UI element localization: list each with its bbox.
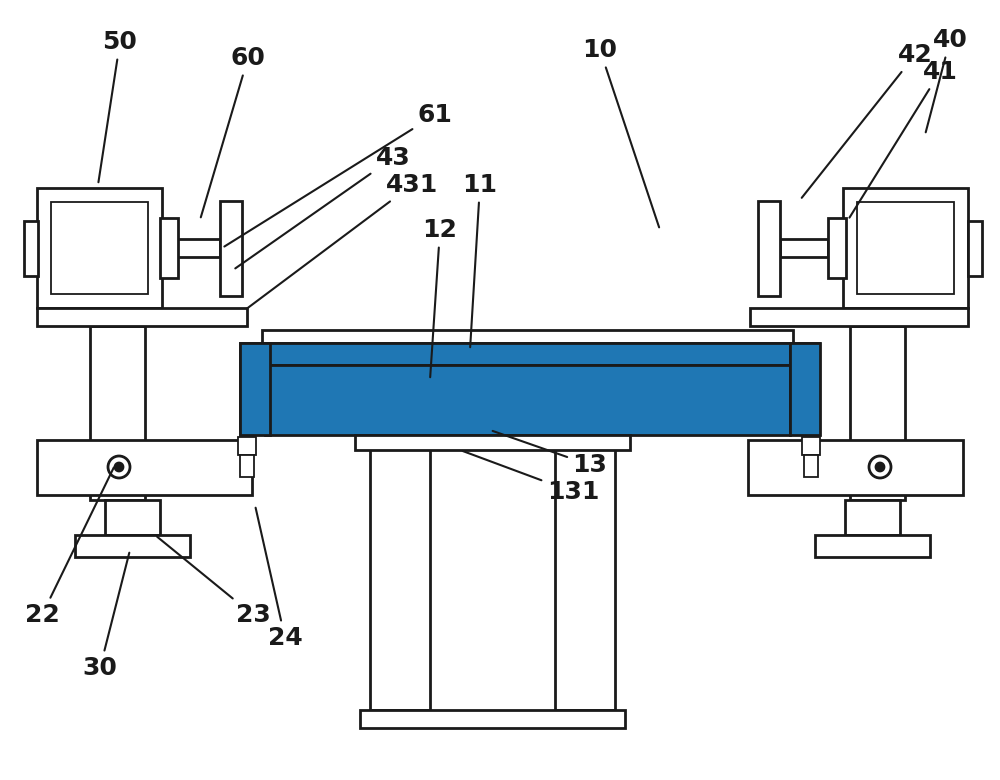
- Bar: [90, 326, 145, 500]
- Text: 13: 13: [493, 431, 607, 477]
- Bar: [51, 202, 148, 294]
- Circle shape: [869, 456, 891, 478]
- Text: 24: 24: [256, 508, 302, 650]
- Bar: [857, 202, 954, 294]
- Bar: [968, 221, 982, 276]
- Bar: [238, 437, 256, 455]
- Bar: [160, 218, 178, 278]
- Bar: [240, 343, 270, 435]
- Text: 431: 431: [247, 173, 438, 308]
- Bar: [265, 343, 790, 365]
- Bar: [24, 221, 38, 276]
- Circle shape: [108, 456, 130, 478]
- Text: 30: 30: [83, 553, 129, 680]
- Bar: [370, 447, 430, 710]
- Bar: [815, 535, 930, 557]
- Bar: [240, 343, 270, 435]
- Text: 40: 40: [926, 28, 967, 133]
- Text: 11: 11: [462, 173, 498, 347]
- Text: 12: 12: [423, 218, 457, 378]
- Circle shape: [876, 463, 884, 471]
- Bar: [75, 535, 190, 557]
- Text: 43: 43: [235, 146, 410, 268]
- Circle shape: [115, 463, 123, 471]
- Text: 61: 61: [224, 103, 452, 246]
- Bar: [37, 188, 162, 308]
- Bar: [265, 365, 790, 435]
- Bar: [802, 437, 820, 455]
- Bar: [175, 239, 220, 257]
- Text: 60: 60: [201, 46, 265, 218]
- Text: 42: 42: [802, 43, 932, 198]
- Bar: [748, 440, 963, 495]
- Bar: [265, 365, 790, 435]
- Bar: [790, 343, 820, 435]
- Bar: [265, 343, 790, 365]
- Bar: [843, 188, 968, 308]
- Bar: [360, 710, 625, 728]
- Text: 131: 131: [463, 451, 599, 504]
- Bar: [845, 500, 900, 535]
- Bar: [790, 343, 820, 435]
- Bar: [850, 326, 905, 500]
- Bar: [37, 440, 252, 495]
- Bar: [240, 455, 254, 477]
- Bar: [220, 201, 242, 296]
- Bar: [828, 218, 846, 278]
- Text: 22: 22: [25, 467, 114, 627]
- Text: 23: 23: [157, 537, 270, 627]
- Bar: [105, 500, 160, 535]
- Bar: [555, 447, 615, 710]
- Bar: [780, 239, 828, 257]
- Bar: [37, 308, 247, 326]
- Text: 10: 10: [582, 38, 659, 227]
- Bar: [804, 455, 818, 477]
- Bar: [262, 330, 793, 343]
- Bar: [750, 308, 968, 326]
- Text: 50: 50: [98, 30, 137, 183]
- Bar: [758, 201, 780, 296]
- Bar: [355, 435, 630, 450]
- Text: 41: 41: [849, 60, 957, 218]
